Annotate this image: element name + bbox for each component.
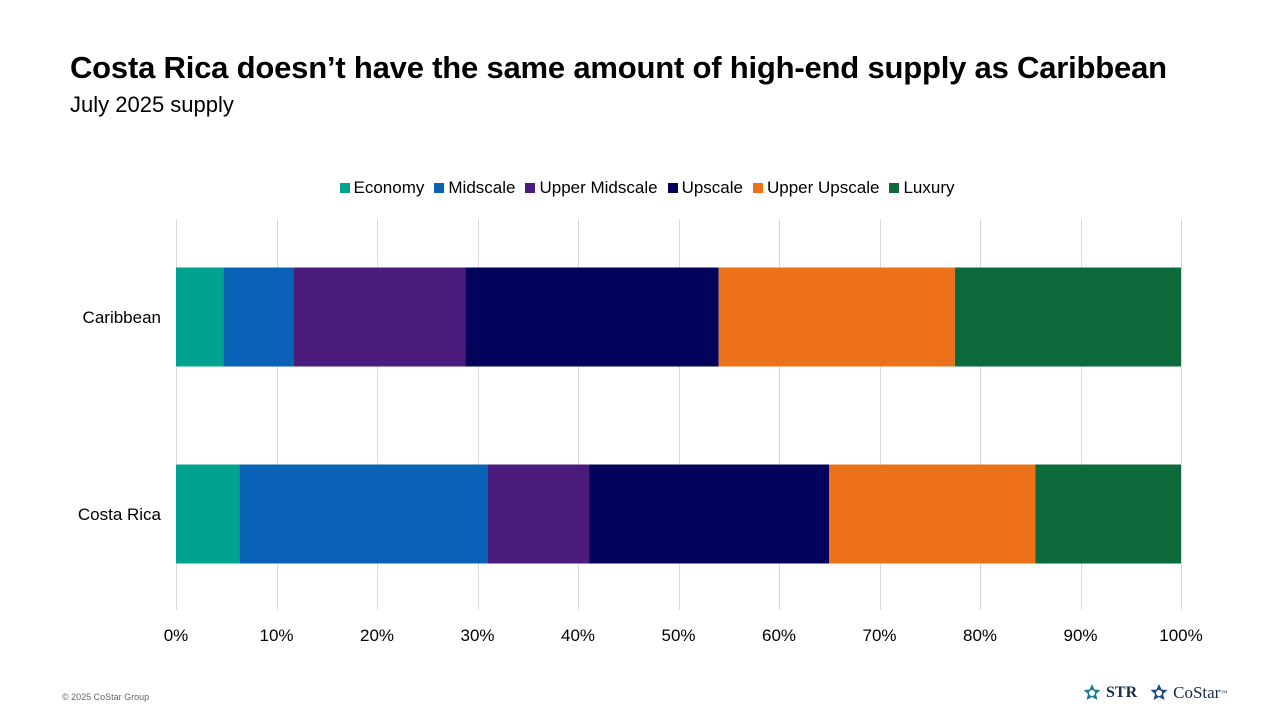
legend-label: Luxury xyxy=(903,178,955,197)
legend-item: Luxury xyxy=(889,178,954,198)
legend-item: Economy xyxy=(339,178,425,198)
bar-segment-upscale xyxy=(589,464,830,564)
bar-segment-upscale xyxy=(465,267,719,367)
x-tick-label: 30% xyxy=(460,626,494,645)
x-tick-label: 50% xyxy=(661,626,695,645)
costar-logo-icon xyxy=(1150,684,1168,700)
x-tick-label: 20% xyxy=(360,626,394,645)
x-tick-label: 100% xyxy=(1159,626,1202,645)
bar-segment-luxury xyxy=(954,267,1181,367)
legend-swatch xyxy=(434,183,445,193)
bar-segment-economy xyxy=(176,464,240,564)
legend-item: Upscale xyxy=(667,178,743,198)
legend-swatch xyxy=(753,183,763,193)
legend-item: Upper Midscale xyxy=(525,178,658,198)
y-category-label: Costa Rica xyxy=(78,505,162,524)
bar-segment-luxury xyxy=(1035,464,1181,564)
x-tick-label: 90% xyxy=(1063,626,1097,645)
legend-swatch xyxy=(339,183,350,193)
bar-segment-upper-upscale xyxy=(718,267,955,367)
str-logo-text: STR xyxy=(1106,684,1138,701)
legend-label: Midscale xyxy=(448,178,516,197)
bar-segment-midscale xyxy=(239,464,488,564)
legend-item: Upper Upscale xyxy=(753,178,879,198)
legend-swatch xyxy=(525,183,536,193)
chart-subtitle: July 2025 supply xyxy=(70,92,234,117)
legend-label: Economy xyxy=(353,178,425,197)
footer-logos: STR CoStar ™ xyxy=(1082,683,1239,703)
bar-segment-upper-midscale xyxy=(293,267,466,367)
bar-segment-midscale xyxy=(223,267,294,367)
x-tick-label: 0% xyxy=(164,626,189,645)
str-logo: STR xyxy=(1082,683,1137,703)
x-tick-label: 40% xyxy=(561,626,595,645)
legend-label: Upscale xyxy=(681,178,743,197)
chart-legend: Economy Midscale Upper Midscale Upscale Uppe… xyxy=(0,178,1280,198)
legend-label: Upper Upscale xyxy=(767,178,880,197)
x-tick-label: 80% xyxy=(963,626,997,645)
copyright-text: © 2025 CoStar Group xyxy=(62,692,150,702)
y-category-label: Caribbean xyxy=(83,308,161,327)
legend-item: Midscale xyxy=(434,178,515,198)
legend-swatch xyxy=(889,183,900,193)
costar-logo-text: CoStar xyxy=(1173,683,1221,702)
chart-title: Costa Rica doesn’t have the same amount … xyxy=(70,50,1167,85)
legend-swatch xyxy=(667,183,678,193)
trademark-mark: ™ xyxy=(1220,689,1228,697)
bar-segment-economy xyxy=(176,267,224,367)
x-tick-label: 70% xyxy=(862,626,896,645)
legend-label: Upper Midscale xyxy=(539,178,658,197)
costar-logo: CoStar ™ xyxy=(1149,683,1227,703)
x-tick-label: 10% xyxy=(259,626,293,645)
str-logo-icon xyxy=(1083,684,1101,700)
bar-segment-upper-midscale xyxy=(487,464,590,564)
x-tick-label: 60% xyxy=(762,626,796,645)
bar-segment-upper-upscale xyxy=(829,464,1036,564)
